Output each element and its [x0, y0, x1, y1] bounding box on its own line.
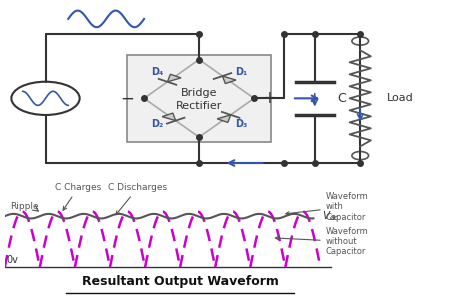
Text: Resultant Output Waveform: Resultant Output Waveform: [82, 275, 279, 288]
Text: Waveform
without
Capacitor: Waveform without Capacitor: [275, 227, 368, 257]
Text: Bridge: Bridge: [181, 88, 218, 98]
Text: 0v: 0v: [7, 255, 18, 265]
Polygon shape: [167, 74, 181, 82]
FancyBboxPatch shape: [127, 55, 271, 142]
Polygon shape: [217, 115, 231, 122]
Text: D₁: D₁: [235, 67, 247, 77]
Text: Waveform
with
Capacitor: Waveform with Capacitor: [286, 192, 368, 222]
Text: C Charges: C Charges: [55, 183, 101, 210]
Text: D₃: D₃: [235, 119, 247, 129]
Text: Ripple: Ripple: [10, 202, 38, 211]
Text: $V_{dc}$: $V_{dc}$: [322, 209, 340, 223]
Text: −: −: [120, 89, 134, 107]
Text: Rectifier: Rectifier: [176, 101, 222, 111]
Text: Load: Load: [387, 93, 413, 103]
Polygon shape: [162, 113, 176, 121]
Text: C Discharges: C Discharges: [109, 183, 168, 215]
Text: D₂: D₂: [151, 119, 164, 129]
Text: +: +: [262, 89, 276, 107]
Polygon shape: [222, 76, 236, 84]
Text: D₄: D₄: [151, 67, 164, 77]
Text: C: C: [337, 92, 346, 105]
